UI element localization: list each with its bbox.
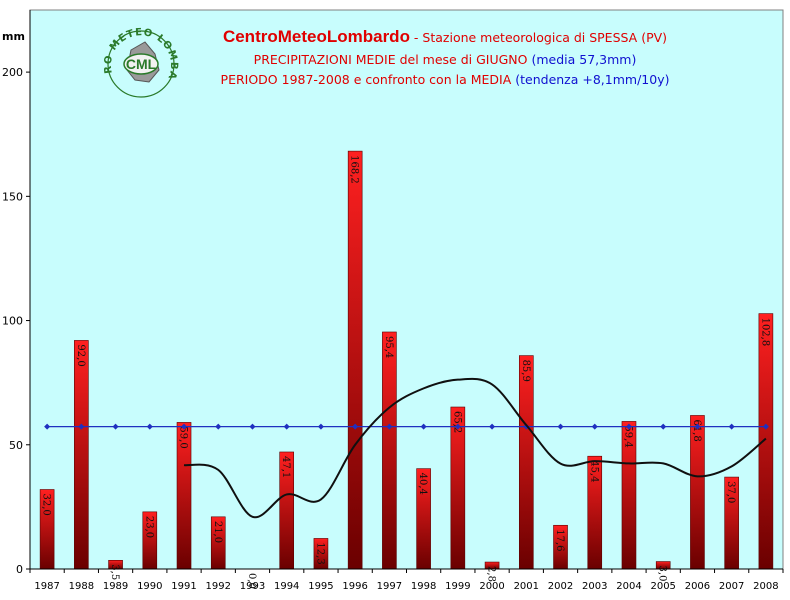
value-label-1996: 168,2 [349, 155, 360, 184]
x-tick-label-1990: 1990 [137, 581, 162, 592]
x-tick-label-1994: 1994 [274, 581, 299, 592]
value-labels: 32,0 92,0 3,5 23,0 59,0 21,0 0,0 47,1 12,3 168,2 9… [41, 155, 771, 589]
mean-marker-1988 [78, 423, 85, 430]
mean-marker-1992 [215, 423, 222, 430]
value-label-2000: 2,8 [486, 566, 497, 582]
mean-marker-2007 [728, 423, 735, 430]
y-tick-label: 50 [9, 439, 23, 452]
bar-2008 [758, 313, 774, 570]
bar-1997 [382, 331, 397, 570]
y-tick-label: 100 [2, 315, 23, 328]
x-tick-label-2006: 2006 [685, 581, 710, 592]
mean-marker-2008 [762, 423, 769, 430]
y-axis: 0 50 100 150 200 [2, 10, 31, 576]
value-label-1992: 21,0 [212, 521, 223, 543]
value-label-2001: 85,9 [520, 360, 531, 382]
x-tick-label-2003: 2003 [582, 581, 607, 592]
x-tick-label-2000: 2000 [479, 581, 504, 592]
value-label-2008: 102,8 [759, 318, 770, 347]
mean-marker-1994 [283, 423, 290, 430]
logo-initials: CML [126, 56, 157, 72]
mean-marker-1997 [386, 423, 393, 430]
x-tick-label-1999: 1999 [445, 581, 470, 592]
value-label-1990: 23,0 [143, 516, 154, 538]
x-tick-label-2005: 2005 [650, 581, 675, 592]
x-tick-label-1989: 1989 [103, 581, 128, 592]
y-tick-label: 0 [16, 563, 23, 576]
bar-2001 [518, 355, 534, 570]
x-tick-label-1996: 1996 [342, 581, 367, 592]
value-label-2004: 59,4 [622, 425, 633, 447]
value-label-1999: 65,2 [451, 411, 462, 433]
mean-marker-1999 [454, 423, 461, 430]
plot-area [29, 9, 784, 570]
x-tick-label-1987: 1987 [34, 581, 59, 592]
mean-marker-1998 [420, 423, 427, 430]
moving-average-line [183, 377, 767, 519]
mean-marker-1993 [249, 423, 256, 430]
mean-marker-1991 [181, 423, 188, 430]
logo-ring [107, 30, 175, 98]
value-label-1993: 0,0 [246, 573, 257, 589]
value-label-2003: 45,4 [588, 460, 599, 482]
x-tick-label-1997: 1997 [377, 581, 402, 592]
value-label-1989: 3,5 [109, 564, 120, 580]
mean-marker-2004 [625, 423, 632, 430]
value-label-2007: 37,0 [725, 481, 736, 503]
x-tick-label-2001: 2001 [514, 581, 539, 592]
y-axis-unit-label: mm [2, 30, 25, 43]
value-label-1991: 59,0 [178, 426, 189, 448]
x-tick-label-1991: 1991 [171, 581, 196, 592]
x-tick-label-2008: 2008 [753, 581, 778, 592]
x-tick-label-1992: 1992 [206, 581, 231, 592]
chart-title-line-1: CentroMeteoLombardo - Stazione meteorolo… [223, 27, 667, 46]
chart-title-line-2: PRECIPITAZIONI MEDIE del mese di GIUGNO … [254, 52, 637, 67]
lines [44, 377, 769, 519]
mean-marker-1995 [317, 423, 324, 430]
bar-1988 [74, 340, 89, 570]
mean-marker-2003 [591, 423, 598, 430]
x-tick-label-2007: 2007 [719, 581, 744, 592]
mean-marker-1987 [44, 423, 51, 430]
mean-marker-1996 [352, 423, 359, 430]
logo-badge [123, 53, 159, 75]
x-tick-label-2004: 2004 [616, 581, 641, 592]
value-label-1988: 92,0 [75, 344, 86, 366]
y-tick-label: 200 [2, 66, 23, 79]
value-label-1998: 40,4 [417, 473, 428, 495]
bar-1996 [347, 150, 363, 570]
value-label-1995: 12,3 [314, 542, 325, 564]
value-label-2006: 61,8 [691, 419, 702, 441]
x-tick-label-1998: 1998 [411, 581, 436, 592]
bars [39, 150, 774, 570]
x-tick-label-2002: 2002 [548, 581, 573, 592]
value-label-1997: 95,4 [383, 336, 394, 358]
x-tick-label-1993: 1993 [240, 581, 265, 592]
x-tick-label-1988: 1988 [69, 581, 94, 592]
mean-marker-2000 [489, 423, 496, 430]
value-label-1987: 32,0 [41, 493, 52, 515]
mean-marker-1989 [112, 423, 119, 430]
x-tick-label-1995: 1995 [308, 581, 333, 592]
mean-marker-2005 [660, 423, 667, 430]
value-label-2005: 3,0 [657, 566, 668, 582]
mean-marker-1990 [146, 423, 153, 430]
value-label-2002: 17,6 [554, 529, 565, 551]
mean-marker-2006 [694, 423, 701, 430]
chart-title-line-3: PERIODO 1987-2008 e confronto con la MED… [221, 72, 670, 87]
x-axis: 1987 1988 1989 1990 1991 1992 1993 1994 1995 1996… [29, 568, 784, 592]
value-label-1994: 47,1 [280, 456, 291, 478]
mean-marker-2002 [557, 423, 564, 430]
y-tick-label: 150 [2, 190, 23, 203]
